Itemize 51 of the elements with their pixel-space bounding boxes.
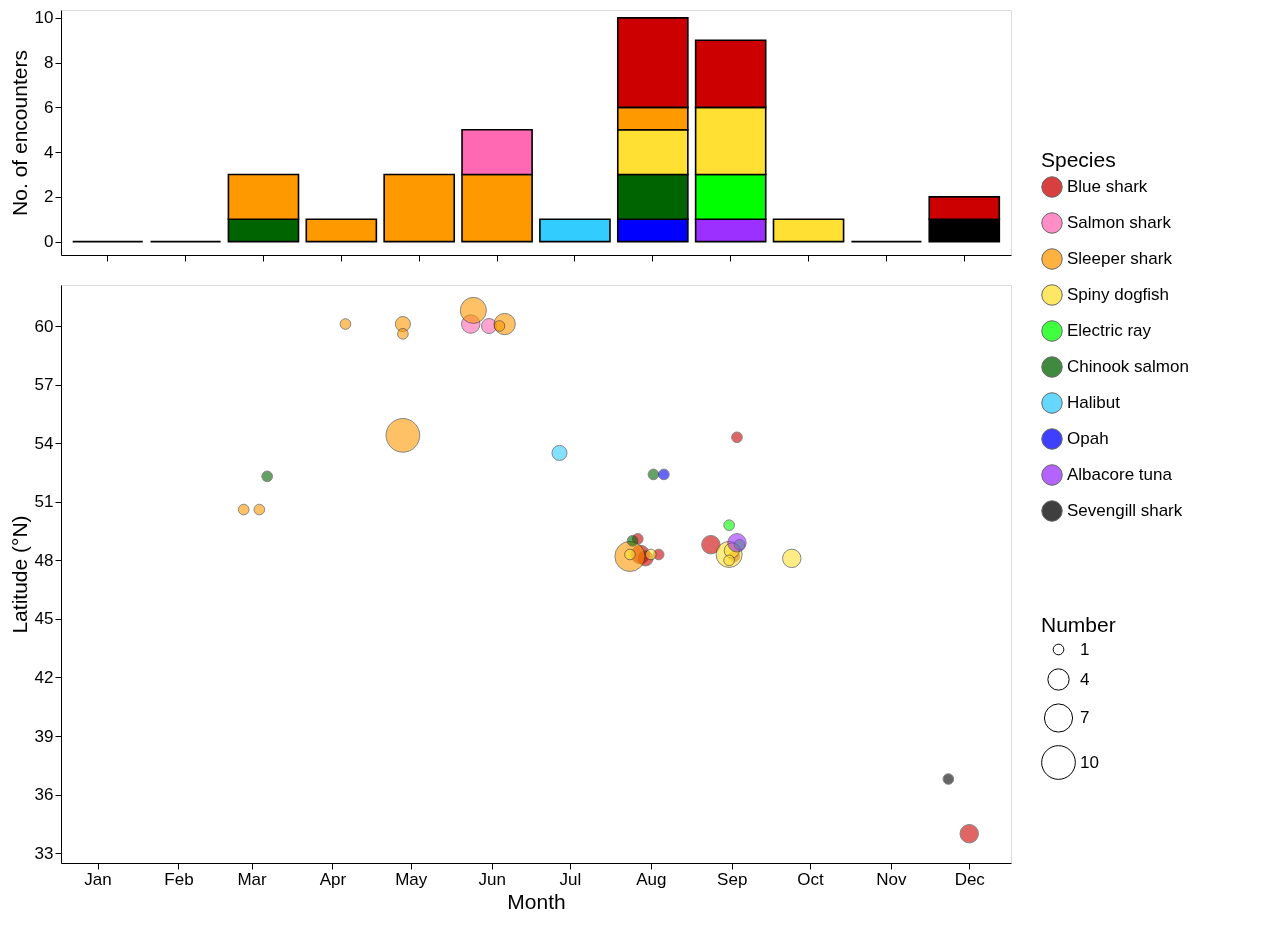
legend-label: Spiny dogfish (1067, 285, 1170, 304)
x-tick-label: Feb (164, 869, 194, 889)
y-tick-label: 51 (34, 492, 54, 512)
x-tick-label: May (395, 869, 428, 889)
legend-label: Salmon shark (1067, 213, 1172, 232)
y-tick-label: 45 (34, 609, 54, 629)
legend-label: 10 (1080, 752, 1099, 772)
y-tick-label: 10 (34, 8, 54, 28)
x-tick-label: Jan (84, 869, 112, 889)
y-tick-label: 39 (34, 726, 54, 746)
x-tick-label: Aug (636, 869, 667, 889)
y-tick-label: 57 (34, 375, 54, 395)
legend-label: Opah (1067, 429, 1109, 448)
legend-label: 7 (1080, 708, 1090, 727)
legend-label: Sevengill shark (1067, 501, 1183, 520)
y-tick-label: 4 (44, 142, 54, 162)
legend-label: Albacore tuna (1067, 465, 1173, 484)
x-tick-label: Dec (954, 869, 986, 889)
x-tick-label: Jul (559, 869, 582, 889)
y-tick-label: 0 (44, 232, 54, 252)
legend-label: 4 (1080, 669, 1090, 689)
legend-label: Electric ray (1067, 321, 1152, 340)
legend-label: Blue shark (1067, 177, 1148, 196)
x-tick-label: Sep (717, 869, 748, 889)
bar (383, 173, 456, 243)
legend-label: Sleeper shark (1067, 249, 1173, 268)
y-tick-label: 36 (34, 785, 54, 805)
x-tick-label: Mar (237, 869, 267, 889)
x-tick-label: Oct (797, 869, 825, 889)
legend-title: Species (1041, 148, 1116, 171)
x-tick-label: Nov (876, 869, 908, 889)
legend-label: Chinook salmon (1067, 357, 1189, 376)
bar (305, 218, 378, 243)
y-tick-label: 54 (34, 433, 54, 453)
y-tick-label: 60 (34, 316, 54, 336)
bar (772, 218, 845, 243)
y-tick-label: 2 (44, 187, 54, 207)
y-tick-label: 8 (44, 53, 54, 73)
y-axis-title: No. of encounters (7, 50, 31, 216)
y-tick-label: 33 (34, 843, 54, 863)
x-tick-label: Apr (319, 869, 347, 889)
y-tick-label: 48 (34, 550, 54, 570)
x-axis-title: Month (507, 889, 566, 913)
y-axis-title: Latitude (°N) (7, 515, 31, 634)
y-tick-label: 42 (34, 667, 54, 687)
y-tick-label: 6 (44, 97, 54, 117)
bar (539, 218, 611, 243)
legend-label: 1 (1080, 639, 1090, 659)
legend-label: Halibut (1067, 393, 1121, 412)
x-tick-label: Jun (478, 869, 506, 889)
legend-title: Number (1041, 613, 1116, 636)
